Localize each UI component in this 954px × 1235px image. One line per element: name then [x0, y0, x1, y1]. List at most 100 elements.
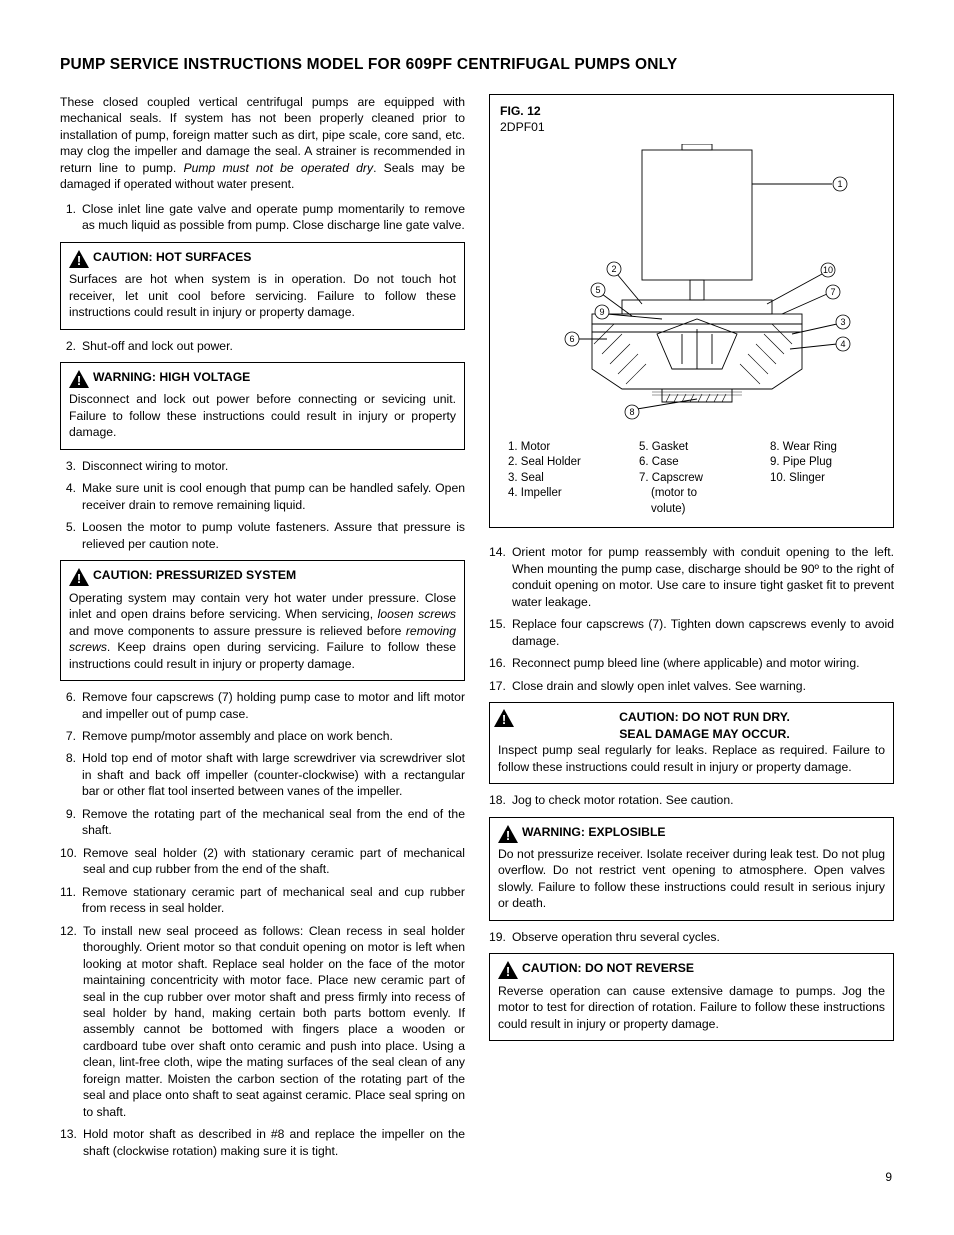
svg-text:1: 1 [837, 179, 842, 189]
figure-parts-list: 1. Motor2. Seal Holder3. Seal4. Impeller… [500, 440, 883, 518]
step-text: Remove the rotating part of the mechanic… [82, 806, 465, 839]
parts-list-item: 5. Gasket [639, 440, 752, 456]
svg-text:3: 3 [840, 317, 845, 327]
step-number: 12. [60, 923, 83, 1121]
svg-text:!: ! [502, 712, 506, 727]
svg-text:10: 10 [822, 265, 832, 275]
step-item: 15.Replace four capscrews (7). Tighten d… [489, 616, 894, 649]
dry-body: Inspect pump seal regularly for leaks. R… [498, 743, 885, 773]
step-text: Make sure unit is cool enough that pump … [82, 480, 465, 513]
step-number: 6. [60, 689, 82, 722]
step-number: 3. [60, 458, 82, 474]
parts-list-item: 7. Capscrew [639, 471, 752, 487]
step-text: Remove pump/motor assembly and place on … [82, 728, 465, 744]
parts-list-item: 10. Slinger [770, 471, 883, 487]
parts-list-item: 3. Seal [508, 471, 621, 487]
step-number: 2. [60, 338, 82, 354]
parts-list-item: 4. Impeller [508, 486, 621, 502]
warning-explosible: !WARNING: EXPLOSIBLE Do not pressurize r… [489, 817, 894, 921]
parts-list-subitem: volute) [639, 502, 752, 518]
exp-body: Do not pressurize receiver. Isolate rece… [498, 847, 885, 910]
parts-col-3: 8. Wear Ring9. Pipe Plug10. Slinger [770, 440, 883, 518]
warning-hv-body: Disconnect and lock out power before con… [69, 392, 456, 439]
step-number: 1. [60, 201, 82, 234]
step-item: 4.Make sure unit is cool enough that pum… [60, 480, 465, 513]
step-number: 5. [60, 519, 82, 552]
step-number: 18. [489, 792, 512, 808]
svg-text:!: ! [77, 253, 81, 268]
page-number: 9 [885, 1169, 892, 1185]
step-text: Close drain and slowly open inlet valves… [512, 678, 894, 694]
parts-list-item: 1. Motor [508, 440, 621, 456]
warning-triangle-icon: ! [69, 370, 89, 392]
callout-10: 10 [821, 263, 835, 277]
step-item: 18.Jog to check motor rotation. See caut… [489, 792, 894, 808]
step-item: 3.Disconnect wiring to motor. [60, 458, 465, 474]
warning-triangle-icon: ! [69, 250, 89, 272]
warning-triangle-icon: ! [498, 825, 518, 847]
svg-text:5: 5 [595, 285, 600, 295]
step-text: Hold top end of motor shaft with large s… [82, 750, 465, 799]
step-item: 13.Hold motor shaft as described in #8 a… [60, 1126, 465, 1159]
step-item: 17.Close drain and slowly open inlet val… [489, 678, 894, 694]
step-number: 15. [489, 616, 512, 649]
svg-text:!: ! [506, 964, 510, 979]
step-number: 8. [60, 750, 82, 799]
step-item: 9.Remove the rotating part of the mechan… [60, 806, 465, 839]
press-body-b: and move components to assure pressure i… [69, 624, 406, 638]
step-number: 19. [489, 929, 512, 945]
step-item: 12.To install new seal proceed as follow… [60, 923, 465, 1121]
press-italic-a: loosen screws [378, 607, 456, 621]
step-text: To install new seal proceed as follows: … [83, 923, 465, 1121]
steps-right-b: 18.Jog to check motor rotation. See caut… [489, 792, 894, 808]
parts-list-subitem: (motor to [639, 486, 752, 502]
intro-italic: Pump must not be operated dry [183, 161, 373, 175]
caution-do-not-run-dry: ! CAUTION: DO NOT RUN DRY. SEAL DAMAGE M… [489, 702, 894, 784]
steps-group-c: 3.Disconnect wiring to motor. 4.Make sure… [60, 458, 465, 552]
intro-paragraph: These closed coupled vertical centrifuga… [60, 94, 465, 193]
step-item: 8.Hold top end of motor shaft with large… [60, 750, 465, 799]
callout-2: 2 [607, 262, 621, 276]
callout-7: 7 [826, 285, 840, 299]
svg-text:7: 7 [830, 287, 835, 297]
step-number: 14. [489, 544, 512, 610]
step-item: 10.Remove seal holder (2) with stationar… [60, 845, 465, 878]
callout-3: 3 [836, 315, 850, 329]
svg-text:6: 6 [569, 334, 574, 344]
dry-title-2: SEAL DAMAGE MAY OCCUR. [619, 727, 789, 741]
step-text: Remove four capscrews (7) holding pump c… [82, 689, 465, 722]
left-column: These closed coupled vertical centrifuga… [60, 94, 465, 1165]
page-title: PUMP SERVICE INSTRUCTIONS MODEL FOR 609P… [60, 55, 894, 76]
warning-hv-title: WARNING: HIGH VOLTAGE [93, 370, 250, 384]
caution-press-title: CAUTION: PRESSURIZED SYSTEM [93, 568, 296, 582]
parts-list-item: 9. Pipe Plug [770, 455, 883, 471]
warning-triangle-icon: ! [498, 961, 518, 983]
step-text: Observe operation thru several cycles. [512, 929, 894, 945]
svg-text:2: 2 [611, 264, 616, 274]
step-item: 6.Remove four capscrews (7) holding pump… [60, 689, 465, 722]
step-item: 14.Orient motor for pump reassembly with… [489, 544, 894, 610]
dry-title-1: CAUTION: DO NOT RUN DRY. [619, 710, 790, 724]
step-item: 1.Close inlet line gate valve and operat… [60, 201, 465, 234]
callout-5: 5 [591, 283, 605, 297]
warning-triangle-icon: ! [494, 709, 514, 731]
svg-text:4: 4 [840, 339, 845, 349]
caution-pressurized: !CAUTION: PRESSURIZED SYSTEM Operating s… [60, 560, 465, 681]
step-number: 11. [60, 884, 82, 917]
svg-text:!: ! [77, 373, 81, 388]
step-text: Jog to check motor rotation. See caution… [512, 792, 894, 808]
callout-9: 9 [595, 305, 609, 319]
step-text: Remove seal holder (2) with stationary c… [83, 845, 465, 878]
step-item: 16.Reconnect pump bleed line (where appl… [489, 655, 894, 671]
parts-list-item: 6. Case [639, 455, 752, 471]
step-text: Remove stationary ceramic part of mechan… [82, 884, 465, 917]
step-text: Loosen the motor to pump volute fastener… [82, 519, 465, 552]
svg-text:!: ! [506, 828, 510, 843]
caution-hot-title: CAUTION: HOT SURFACES [93, 250, 251, 264]
parts-list-item: 2. Seal Holder [508, 455, 621, 471]
step-text: Shut-off and lock out power. [82, 338, 465, 354]
step-text: Reconnect pump bleed line (where applica… [512, 655, 894, 671]
step-number: 7. [60, 728, 82, 744]
callout-1: 1 [833, 177, 847, 191]
caution-hot-surfaces: !CAUTION: HOT SURFACES Surfaces are hot … [60, 242, 465, 330]
